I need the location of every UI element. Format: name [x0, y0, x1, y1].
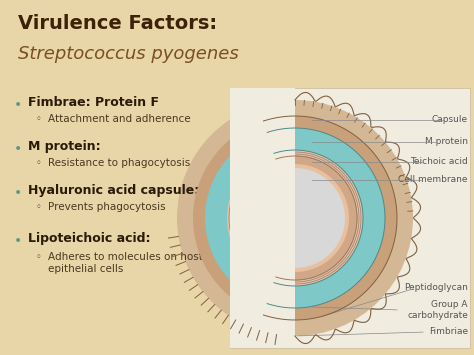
Circle shape	[205, 128, 385, 308]
Text: Virulence Factors:: Virulence Factors:	[18, 14, 217, 33]
Text: M protein:: M protein:	[28, 140, 100, 153]
Text: Adheres to molecules on host
epithelial cells: Adheres to molecules on host epithelial …	[48, 252, 203, 274]
Circle shape	[193, 116, 397, 320]
Circle shape	[177, 100, 413, 336]
Text: •: •	[14, 186, 22, 200]
Circle shape	[241, 164, 349, 272]
Text: •: •	[14, 234, 22, 248]
Text: Lipoteichoic acid:: Lipoteichoic acid:	[28, 232, 151, 245]
Text: Fimbriae: Fimbriae	[429, 328, 468, 337]
Text: Attachment and adherence: Attachment and adherence	[48, 114, 191, 124]
Bar	[230, 88, 295, 348]
Text: Cell membrane: Cell membrane	[399, 175, 468, 185]
Text: Streptococcus pyogenes: Streptococcus pyogenes	[18, 45, 239, 63]
Text: M protein: M protein	[425, 137, 468, 147]
Text: Prevents phagocytosis: Prevents phagocytosis	[48, 202, 165, 212]
Text: Group A
carbohydrate: Group A carbohydrate	[407, 300, 468, 320]
Circle shape	[233, 156, 357, 280]
Text: ◦: ◦	[36, 114, 42, 124]
Bar	[230, 88, 470, 348]
Text: ◦: ◦	[36, 252, 42, 262]
Text: •: •	[14, 98, 22, 112]
Text: ◦: ◦	[36, 158, 42, 168]
Circle shape	[227, 150, 363, 286]
Circle shape	[245, 168, 345, 268]
Text: •: •	[14, 142, 22, 156]
Text: Capsule: Capsule	[432, 115, 468, 125]
Text: Fimbrae: Protein F: Fimbrae: Protein F	[28, 96, 159, 109]
Text: ◦: ◦	[36, 202, 42, 212]
Text: Peptidoglycan: Peptidoglycan	[404, 284, 468, 293]
Text: Hyaluronic acid capsule:: Hyaluronic acid capsule:	[28, 184, 199, 197]
Text: Resistance to phagocytosis: Resistance to phagocytosis	[48, 158, 190, 168]
Text: Teichoic acid: Teichoic acid	[410, 158, 468, 166]
